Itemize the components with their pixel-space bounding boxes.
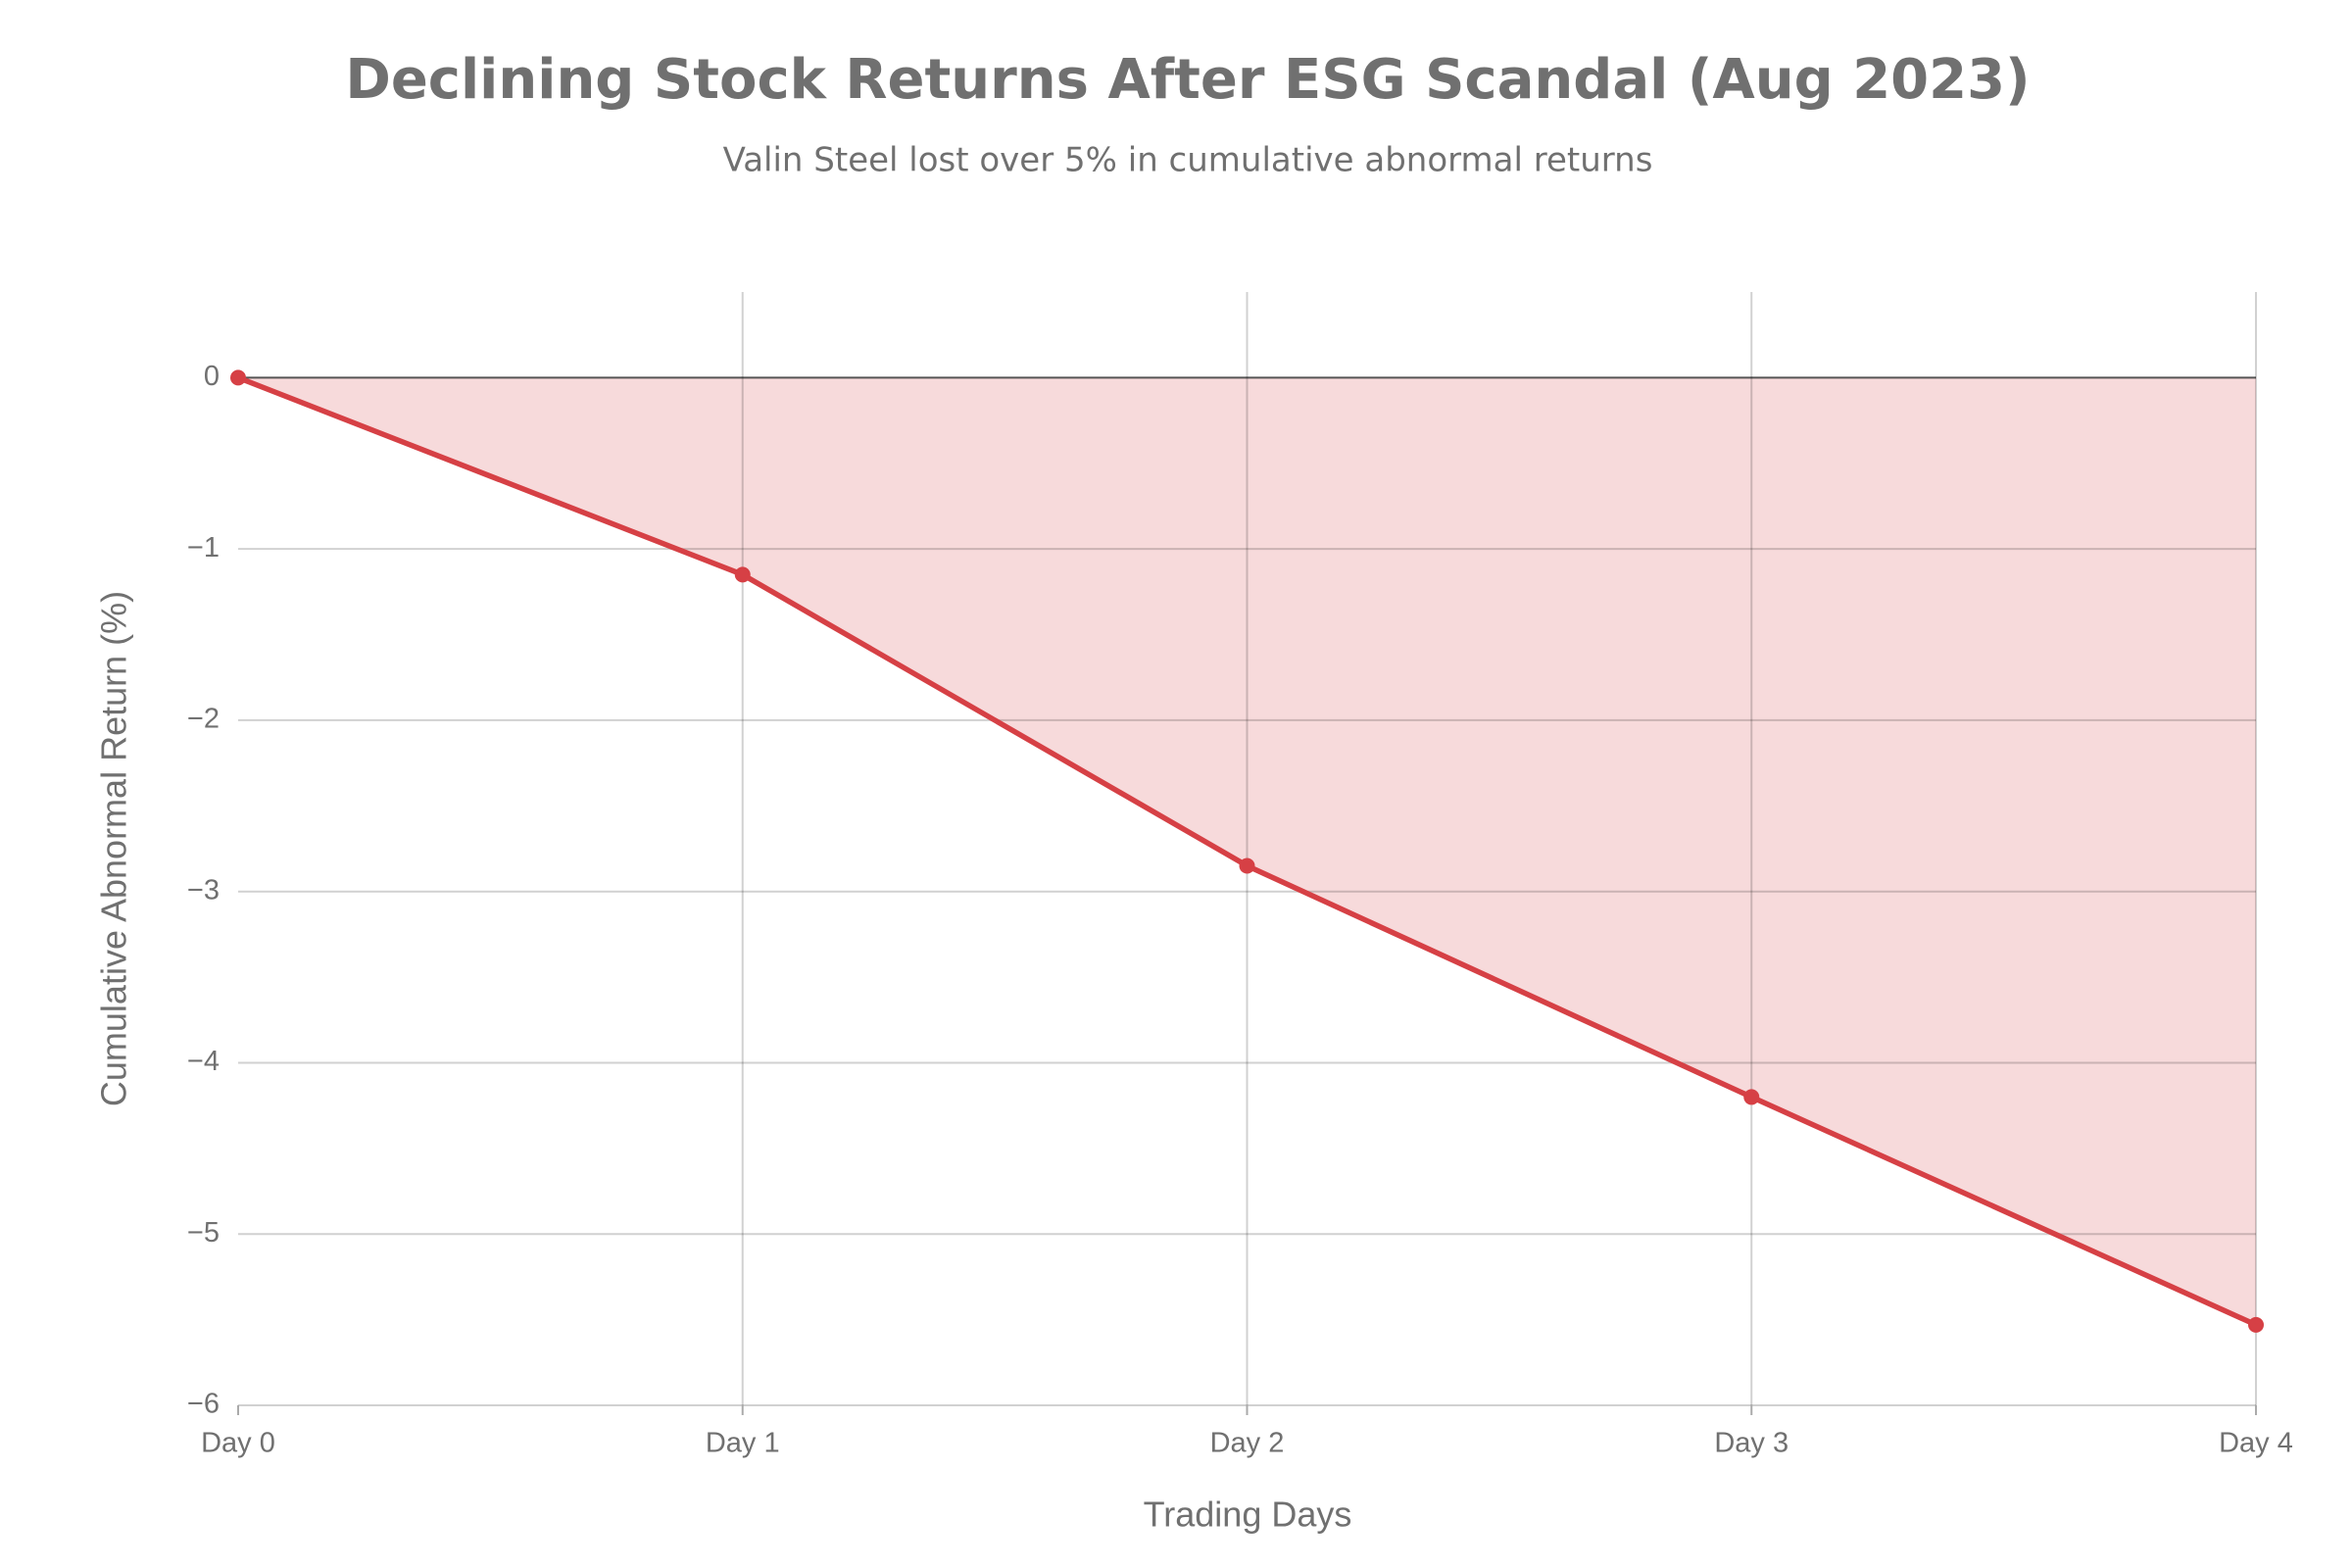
y-tick-label: −4: [187, 1046, 220, 1077]
x-tick-label: Day 1: [706, 1428, 780, 1459]
point: [230, 369, 246, 386]
y-tick-label: −2: [187, 704, 220, 735]
y-tick-label: −5: [187, 1217, 220, 1249]
x-tick-label: Day 3: [1714, 1428, 1788, 1459]
point: [1239, 858, 1255, 874]
point: [2248, 1316, 2264, 1333]
y-tick-label: 0: [204, 361, 220, 392]
chart-subtitle: Valin Steel lost over 5% in cumulative a…: [723, 141, 1653, 180]
x-tick-label: Day 0: [201, 1428, 275, 1459]
y-tick-label: −6: [187, 1389, 220, 1420]
x-tick-label: Day 2: [1210, 1428, 1285, 1459]
x-tick-label: Day 4: [2219, 1428, 2293, 1459]
chart-title: Declining Stock Returns After ESG Scanda…: [345, 48, 2030, 112]
x-axis-title: Trading Days: [1144, 1494, 1352, 1535]
y-tick-label: −3: [187, 874, 220, 906]
y-axis-title: Cumulative Abnormal Return (%): [94, 591, 134, 1106]
area-fill: [238, 377, 2256, 1325]
y-tick-label: −1: [187, 532, 220, 564]
point: [1743, 1089, 1760, 1105]
point: [734, 566, 751, 583]
